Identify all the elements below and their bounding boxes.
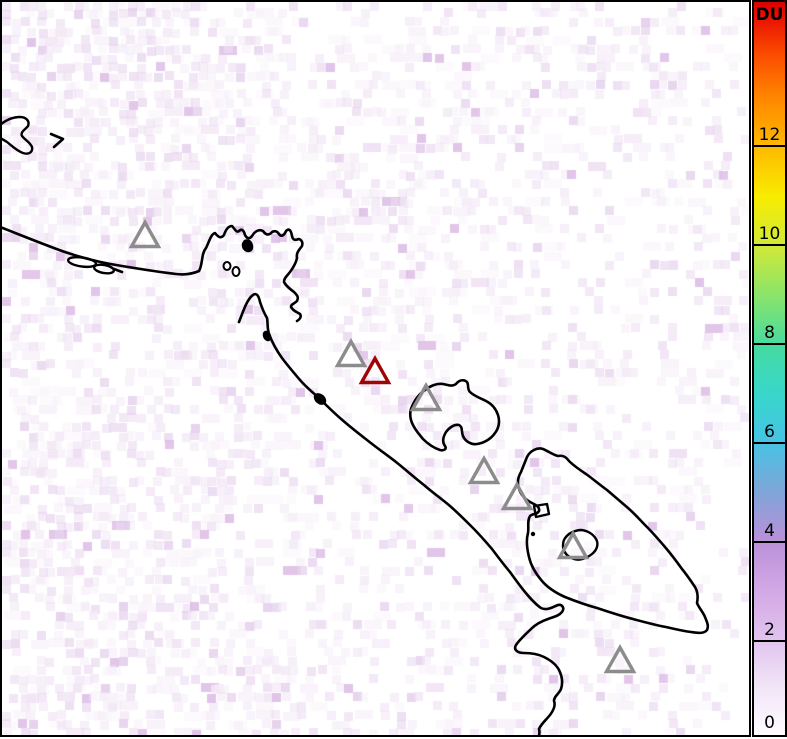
peninsula-lagoon	[222, 261, 232, 271]
map-frame	[0, 0, 751, 737]
volcano-triangle-icon	[409, 382, 443, 412]
colorbar-tick-label: 4	[764, 521, 775, 541]
volcano-triangle-icon	[128, 219, 162, 249]
island-lake-outline	[561, 528, 599, 561]
colorbar-unit-label: DU	[755, 5, 784, 25]
volcano-triangle-icon	[467, 455, 501, 485]
colorbar-tick-line	[754, 244, 785, 246]
volcano-triangle-icon	[556, 530, 590, 560]
volcano-triangle-icon	[500, 481, 534, 511]
colorbar-zero-label: 0	[764, 713, 775, 733]
peninsula-lagoon	[231, 266, 241, 277]
coastline-peninsula	[197, 224, 304, 323]
coastline-large-island	[516, 447, 710, 635]
offshore-islet	[66, 255, 98, 269]
colorbar-tick-label: 10	[758, 224, 781, 244]
volcano-triangle-icon	[334, 338, 368, 368]
colorbar-gradient	[754, 2, 785, 735]
coastline-main	[237, 292, 565, 737]
coast-islet-filled	[262, 330, 272, 342]
coastline-topleft-islet	[0, 115, 34, 155]
peninsula-islet-filled	[241, 239, 254, 253]
coastline-northwest	[0, 225, 201, 276]
colorbar-tick-line	[754, 145, 785, 147]
topleft-chevron-islet	[49, 132, 65, 149]
colorbar-tick-label: 2	[764, 620, 775, 640]
offshore-islet	[112, 267, 124, 274]
coast-islet-filled	[313, 393, 327, 405]
so2-column-raster	[0, 0, 751, 737]
volcano-triangle-icon	[603, 644, 637, 674]
colorbar-tick-line	[754, 640, 785, 642]
volcano-triangle-red-icon	[358, 355, 392, 385]
coastline-layer	[0, 0, 751, 737]
colorbar-tick-label: 8	[764, 323, 775, 343]
colorbar-tick-label: 6	[764, 422, 775, 442]
island-coast-bump	[532, 502, 551, 519]
offshore-islet	[92, 263, 116, 275]
map-area	[0, 0, 751, 737]
coastline-small-island	[408, 378, 501, 452]
colorbar-tick-line	[754, 541, 785, 543]
island-coast-dot	[530, 531, 536, 537]
colorbar: 12 10 8 6 4 2 0 DU	[752, 0, 787, 737]
colorbar-tick-line	[754, 442, 785, 444]
colorbar-tick-line	[754, 343, 785, 345]
volcano-markers-layer	[128, 219, 637, 674]
colorbar-tick-label: 12	[758, 125, 781, 145]
